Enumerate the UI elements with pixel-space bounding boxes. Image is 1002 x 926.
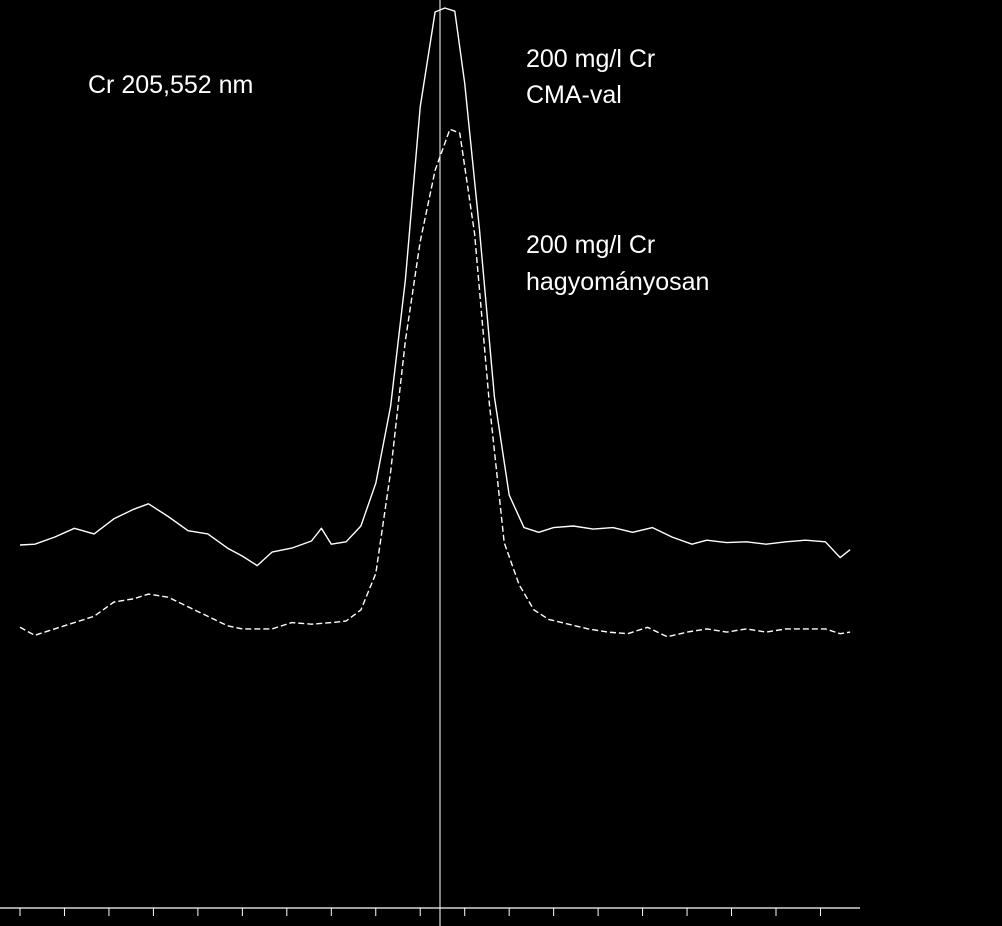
wavelength-label: Cr 205,552 nm [88,71,253,99]
series-2-label-line-1: 200 mg/l Cr [526,231,655,259]
series-1-label-line-2: CMA-val [526,81,622,109]
series-1-label-line-1: 200 mg/l Cr [526,45,655,73]
series-line-2 [19,128,851,638]
series-2-label-line-2: hagyományosan [526,268,709,296]
series-layer [19,7,851,638]
series-line-1 [19,7,851,567]
x-axis [0,907,860,916]
